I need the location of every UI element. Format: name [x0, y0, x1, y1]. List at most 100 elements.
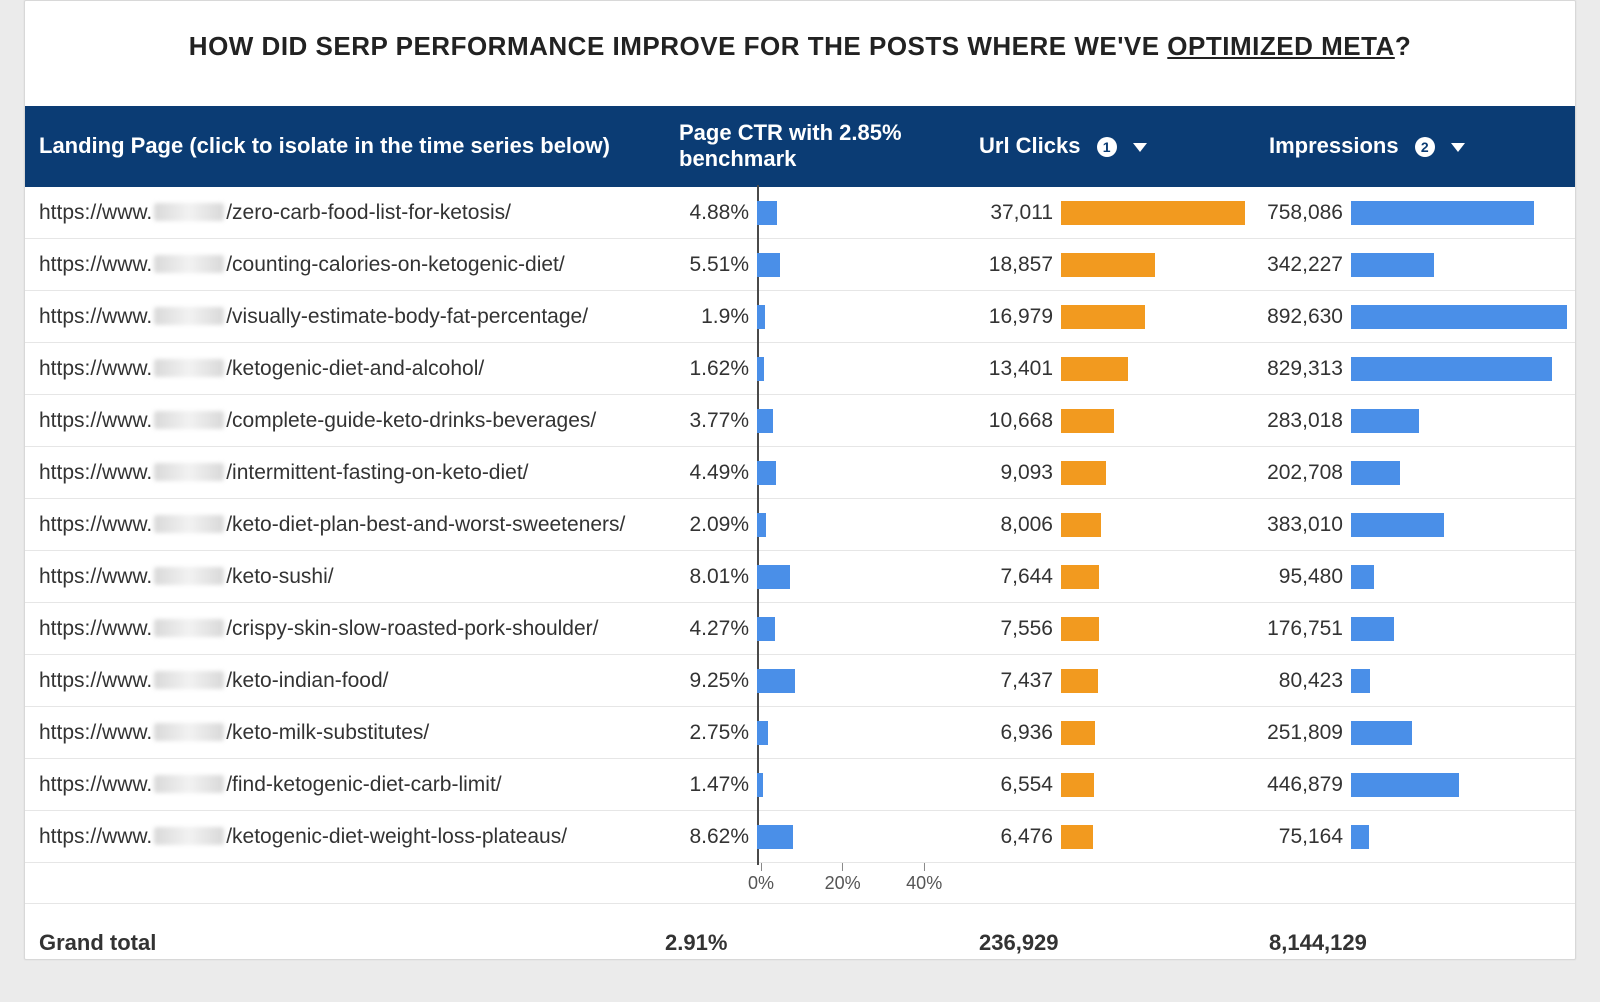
landing-page-cell[interactable]: https://www./keto-indian-food/	[25, 655, 665, 707]
landing-page-cell[interactable]: https://www./keto-diet-plan-best-and-wor…	[25, 499, 665, 551]
landing-page-cell[interactable]: https://www./ketogenic-diet-weight-loss-…	[25, 811, 665, 863]
landing-page-cell[interactable]: https://www./zero-carb-food-list-for-ket…	[25, 187, 665, 239]
impressions-cell: 383,010	[1255, 499, 1576, 551]
col-clicks-badge: 1	[1097, 137, 1117, 157]
url-redacted	[154, 255, 224, 273]
impressions-cell: 283,018	[1255, 395, 1576, 447]
col-ctr[interactable]: Page CTR with 2.85% benchmark	[665, 106, 965, 187]
landing-page-cell[interactable]: https://www./find-ketogenic-diet-carb-li…	[25, 759, 665, 811]
ctr-bar	[757, 565, 790, 589]
landing-page-cell[interactable]: https://www./keto-milk-substitutes/	[25, 707, 665, 759]
impressions-value: 342,227	[1255, 253, 1351, 277]
col-clicks[interactable]: Url Clicks 1	[965, 106, 1255, 187]
landing-page-cell[interactable]: https://www./crispy-skin-slow-roasted-po…	[25, 603, 665, 655]
clicks-cell: 10,668	[965, 395, 1255, 447]
clicks-value: 7,437	[965, 669, 1061, 693]
impressions-bar	[1351, 513, 1444, 537]
ctr-cell: 3.77%	[665, 395, 965, 447]
url-prefix: https://www.	[39, 669, 152, 692]
impressions-bar	[1351, 617, 1394, 641]
ctr-bar	[757, 669, 795, 693]
url-path: /find-ketogenic-diet-carb-limit/	[226, 773, 501, 796]
clicks-value: 16,979	[965, 305, 1061, 329]
header-row: Landing Page (click to isolate in the ti…	[25, 106, 1576, 187]
table-row[interactable]: https://www./ketogenic-diet-and-alcohol/…	[25, 343, 1576, 395]
impressions-bar	[1351, 461, 1400, 485]
table-row[interactable]: https://www./complete-guide-keto-drinks-…	[25, 395, 1576, 447]
landing-page-cell[interactable]: https://www./counting-calories-on-ketoge…	[25, 239, 665, 291]
axis-tick: 20%	[825, 863, 861, 894]
ctr-bar	[757, 305, 765, 329]
ctr-bar	[757, 461, 776, 485]
landing-page-cell[interactable]: https://www./intermittent-fasting-on-ket…	[25, 447, 665, 499]
url-path: /keto-diet-plan-best-and-worst-sweetener…	[226, 513, 625, 536]
table-row[interactable]: https://www./visually-estimate-body-fat-…	[25, 291, 1576, 343]
table-row[interactable]: https://www./crispy-skin-slow-roasted-po…	[25, 603, 1576, 655]
landing-page-cell[interactable]: https://www./ketogenic-diet-and-alcohol/	[25, 343, 665, 395]
ctr-cell: 8.01%	[665, 551, 965, 603]
url-prefix: https://www.	[39, 305, 152, 328]
ctr-value: 8.01%	[665, 565, 755, 589]
table-row[interactable]: https://www./find-ketogenic-diet-carb-li…	[25, 759, 1576, 811]
impressions-bar	[1351, 409, 1419, 433]
clicks-bar	[1061, 825, 1093, 849]
impressions-bar	[1351, 201, 1534, 225]
ctr-cell: 1.9%	[665, 291, 965, 343]
ctr-cell: 2.75%	[665, 707, 965, 759]
grand-total-clicks: 236,929	[965, 904, 1255, 960]
col-landing-page-label: Landing Page (click to isolate in the ti…	[39, 133, 610, 158]
clicks-value: 6,476	[965, 825, 1061, 849]
table-row[interactable]: https://www./keto-sushi/8.01%7,64495,480	[25, 551, 1576, 603]
impressions-value: 251,809	[1255, 721, 1351, 745]
col-impressions[interactable]: Impressions 2	[1255, 106, 1576, 187]
clicks-value: 13,401	[965, 357, 1061, 381]
landing-page-cell[interactable]: https://www./complete-guide-keto-drinks-…	[25, 395, 665, 447]
url-path: /intermittent-fasting-on-keto-diet/	[226, 461, 528, 484]
url-redacted	[154, 411, 224, 429]
clicks-cell: 37,011	[965, 187, 1255, 239]
url-prefix: https://www.	[39, 825, 152, 848]
url-prefix: https://www.	[39, 253, 152, 276]
clicks-cell: 13,401	[965, 343, 1255, 395]
clicks-cell: 7,437	[965, 655, 1255, 707]
table-row[interactable]: https://www./counting-calories-on-ketoge…	[25, 239, 1576, 291]
ctr-bar	[757, 721, 768, 745]
clicks-bar	[1061, 409, 1114, 433]
url-redacted	[154, 671, 224, 689]
clicks-cell: 8,006	[965, 499, 1255, 551]
clicks-cell: 18,857	[965, 239, 1255, 291]
ctr-bar	[757, 825, 793, 849]
impressions-bar	[1351, 305, 1567, 329]
landing-page-cell[interactable]: https://www./keto-sushi/	[25, 551, 665, 603]
impressions-value: 758,086	[1255, 201, 1351, 225]
table-row[interactable]: https://www./keto-milk-substitutes/2.75%…	[25, 707, 1576, 759]
impressions-cell: 176,751	[1255, 603, 1576, 655]
ctr-bar	[757, 773, 763, 797]
ctr-value: 1.47%	[665, 773, 755, 797]
url-path: /zero-carb-food-list-for-ketosis/	[226, 201, 511, 224]
clicks-value: 8,006	[965, 513, 1061, 537]
impressions-bar	[1351, 669, 1370, 693]
table-row[interactable]: https://www./ketogenic-diet-weight-loss-…	[25, 811, 1576, 863]
grand-total-impressions: 8,144,129	[1255, 904, 1576, 960]
url-redacted	[154, 307, 224, 325]
col-landing-page[interactable]: Landing Page (click to isolate in the ti…	[25, 106, 665, 187]
impressions-value: 383,010	[1255, 513, 1351, 537]
col-clicks-label: Url Clicks	[979, 133, 1081, 158]
table-row[interactable]: https://www./keto-diet-plan-best-and-wor…	[25, 499, 1576, 551]
ctr-bar	[757, 253, 780, 277]
impressions-bar	[1351, 773, 1459, 797]
landing-page-cell[interactable]: https://www./visually-estimate-body-fat-…	[25, 291, 665, 343]
impressions-bar	[1351, 825, 1369, 849]
table-row[interactable]: https://www./zero-carb-food-list-for-ket…	[25, 187, 1576, 239]
impressions-bar	[1351, 565, 1374, 589]
clicks-value: 6,554	[965, 773, 1061, 797]
title-link[interactable]: OPTIMIZED META	[1167, 31, 1395, 61]
impressions-bar	[1351, 253, 1434, 277]
impressions-cell: 758,086	[1255, 187, 1576, 239]
table-row[interactable]: https://www./intermittent-fasting-on-ket…	[25, 447, 1576, 499]
impressions-value: 176,751	[1255, 617, 1351, 641]
table-row[interactable]: https://www./keto-indian-food/9.25%7,437…	[25, 655, 1576, 707]
url-prefix: https://www.	[39, 565, 152, 588]
impressions-cell: 95,480	[1255, 551, 1576, 603]
